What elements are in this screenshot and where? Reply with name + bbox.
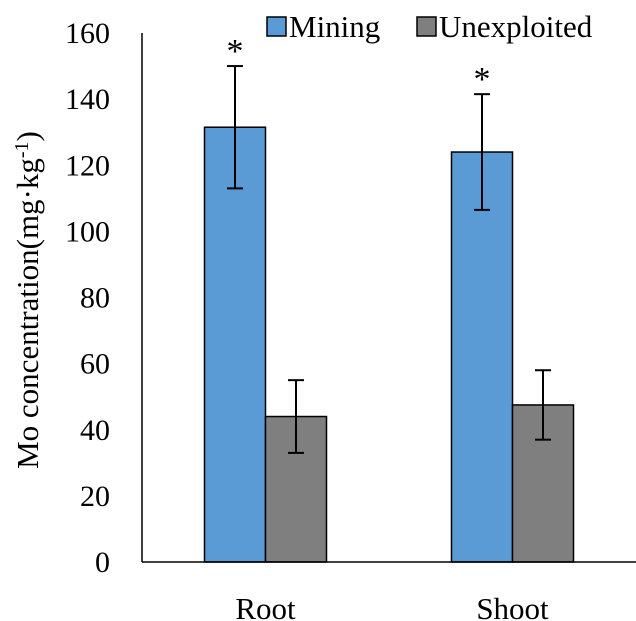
y-axis-title: Mo concentration(mg·kg-1) [10, 131, 45, 469]
legend-swatch-mining [266, 16, 287, 37]
y-axis-title-main: Mo concentration(mg·kg [10, 158, 45, 469]
x-category-label: Root [235, 591, 296, 621]
y-tick-label: 60 [80, 348, 110, 381]
x-axis: Root Shoot [142, 561, 636, 621]
y-axis-title-close: ) [10, 131, 45, 141]
legend-label-unexploited: Unexploited [439, 9, 593, 44]
y-axis: 0 20 40 60 80 100 120 140 160 [65, 17, 143, 579]
legend: Mining Unexploited [266, 9, 593, 44]
bar-mining-root [203, 126, 267, 563]
legend-swatch-unexploited [416, 16, 437, 37]
bar-mining-shoot [450, 151, 514, 563]
y-tick-label: 140 [65, 83, 110, 116]
y-tick-label: 160 [65, 17, 110, 50]
y-axis-title-superscript: -1 [11, 141, 33, 158]
y-tick-label: 100 [65, 215, 110, 248]
significance-asterisk: * [227, 33, 244, 70]
x-category-label: Shoot [476, 591, 549, 621]
bars: ** [203, 33, 575, 563]
y-tick-label: 0 [95, 546, 110, 579]
y-tick-label: 40 [80, 414, 110, 447]
significance-asterisk: * [474, 61, 491, 98]
y-tick-label: 20 [80, 480, 110, 513]
y-tick-label: 120 [65, 149, 110, 182]
legend-label-mining: Mining [289, 9, 380, 44]
y-tick-label: 80 [80, 282, 110, 315]
